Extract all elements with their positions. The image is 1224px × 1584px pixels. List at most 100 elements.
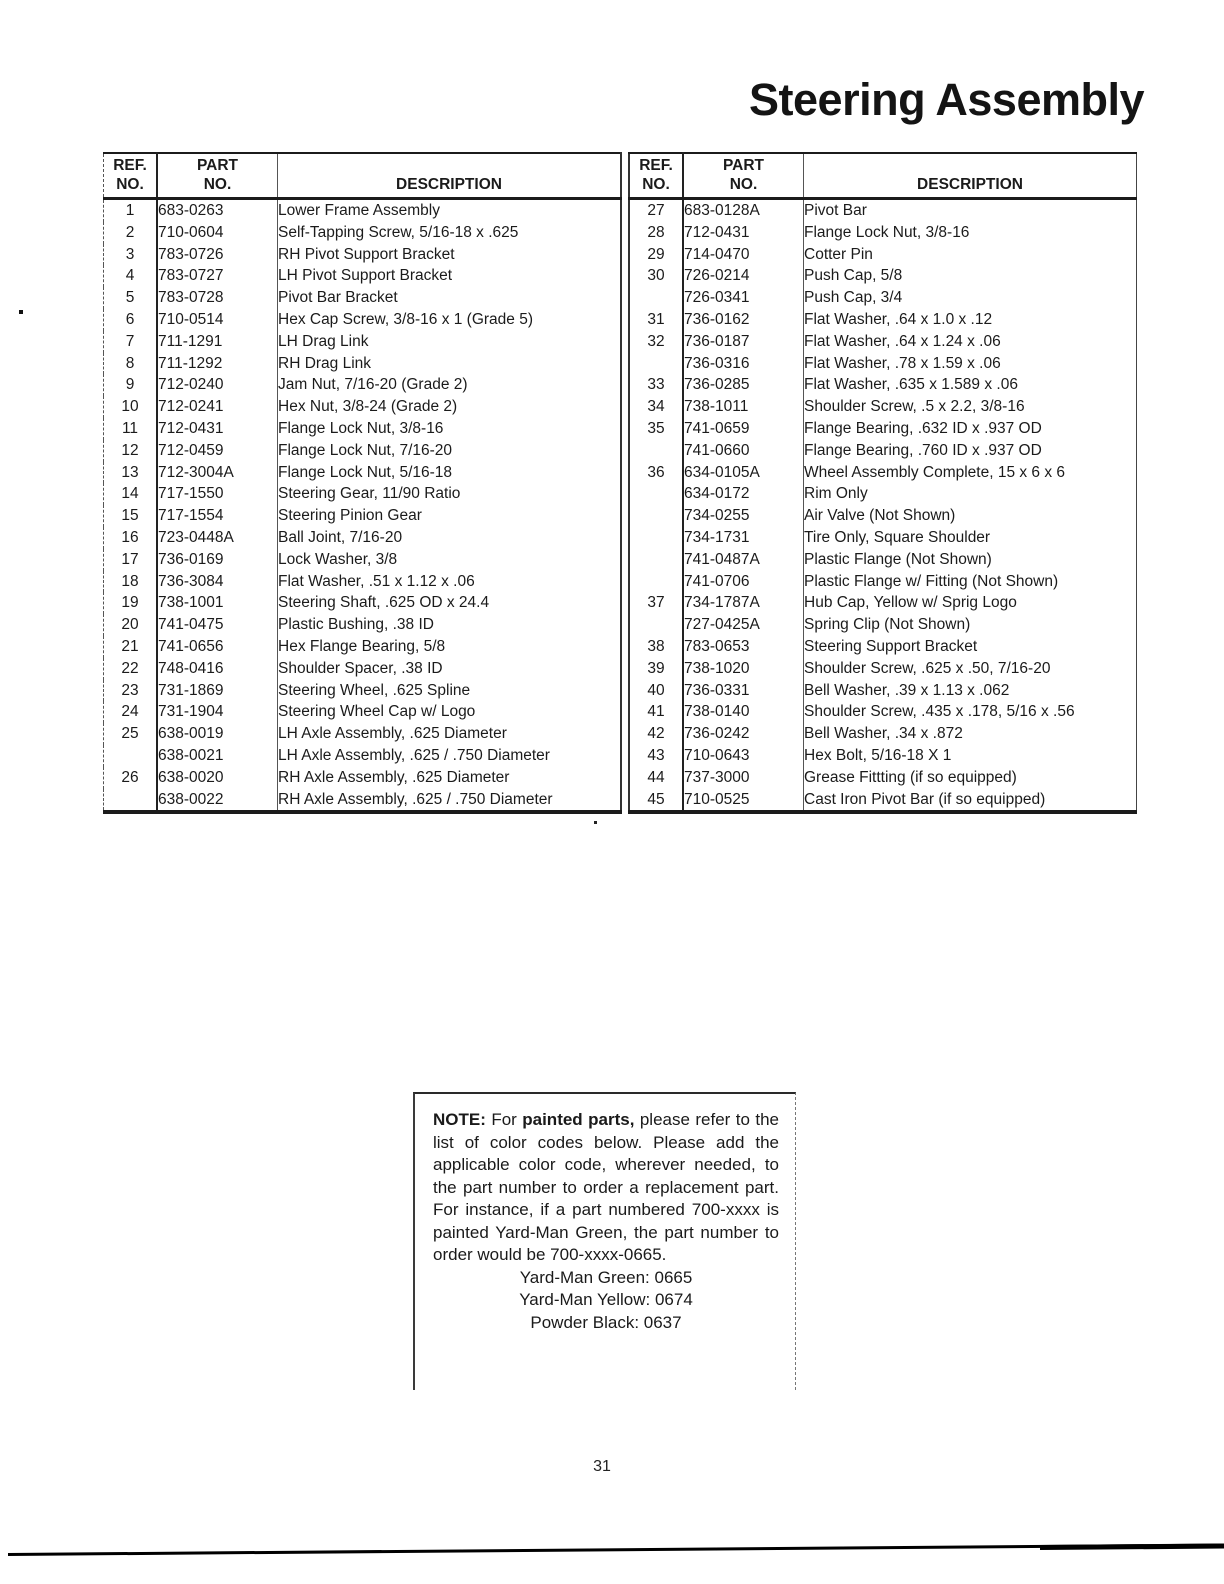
part-number-cell: 711-1292 [157,352,278,375]
table-row: 15 717-1554 Steering Pinion Gear [103,505,622,527]
ref-cell: 35 [629,417,684,440]
description-cell: LH Pivot Support Bracket [278,267,453,285]
table-row: 26 638-0020 RH Axle Assembly, .625 Diamete… [103,766,622,789]
description-cell: Plastic Bushing, .38 ID [278,616,434,634]
parts-tables: REF. NO. PART NO. DESCRIPTION 1 683-0263 L… [103,152,1137,815]
table-row: 634-0172 Rim Only [629,483,1137,506]
part-header-line2: NO. [203,176,232,193]
description-cell: Push Cap, 3/4 [804,289,903,307]
header-row: REF. NO. PART NO. DESCRIPTION [103,153,621,200]
description-cell: Lock Washer, 3/8 [278,550,398,568]
description-cell: Steering Wheel, .625 Spline [278,681,471,699]
description-cell: Jam Nut, 7/16-20 (Grade 2) [278,376,468,394]
ref-cell [629,439,684,462]
ref-cell [103,744,158,767]
description-cell: Hex Bolt, 5/16-18 X 1 [804,746,952,764]
ref-cell: 21 [103,635,158,658]
page-title: Steering Assembly [749,74,1144,125]
part-number-cell: 736-0187 [683,330,804,353]
table-row: 28 712-0431 Flange Lock Nut, 3/8-16 [629,221,1137,244]
description-cell: Steering Wheel Cap w/ Logo [278,703,476,721]
ref-cell: 19 [103,592,158,615]
description-cell: Hub Cap, Yellow w/ Sprig Logo [804,594,1017,612]
part-number-cell: 638-0019 [157,723,278,745]
ref-no-column-header: REF. NO. [629,153,684,200]
right-table-body: 27 683-0128A Pivot Bar 28 712-0431 Flange Loc… [629,198,1137,813]
description-cell: RH Pivot Support Bracket [278,245,455,263]
table-row: 726-0341 Push Cap, 3/4 [629,287,1137,309]
table-row: 23 731-1869 Steering Wheel, .625 Spline [103,679,622,702]
part-number-cell: 734-1787A [683,592,804,615]
part-number-cell: 731-1904 [157,701,278,724]
ref-cell: 5 [103,287,158,309]
ref-cell: 41 [629,701,684,724]
description-cell: Ball Joint, 7/16-20 [278,528,403,546]
note-label: NOTE: [433,1110,486,1129]
note-paragraph: NOTE: For painted parts, please refer to… [433,1109,779,1267]
ref-cell: 23 [103,679,158,702]
part-number-cell: 683-0128A [683,198,804,222]
ref-header-line2: NO. [116,176,144,193]
description-cell: RH Axle Assembly, .625 / .750 Diameter [278,790,553,808]
left-table-body: 1 683-0263 Lower Frame Assembly 2 710-0604 Se… [103,198,622,813]
ref-cell: 42 [629,723,684,745]
table-row: 19 738-1001 Steering Shaft, .625 OD x 24.4 [103,592,622,615]
part-number-cell: 736-0331 [683,679,804,702]
part-number-cell: 736-0162 [683,308,804,331]
description-cell: Steering Gear, 11/90 Ratio [278,485,461,503]
part-number-cell: 634-0105A [683,461,804,484]
table-row: 44 737-3000 Grease Fittting (if so equippe… [629,766,1137,789]
table-row: 37 734-1787A Hub Cap, Yellow w/ Sprig Logo [629,592,1137,615]
ref-cell [629,352,684,375]
left-table-header: REF. NO. PART NO. DESCRIPTION [103,153,621,200]
parts-table-right: REF. NO. PART NO. DESCRIPTION 27 683-0128… [628,152,1137,815]
table-row: 638-0021 LH Axle Assembly, .625 / .750 Di… [103,744,622,767]
part-number-cell: 783-0653 [683,635,804,658]
description-cell: Spring Clip (Not Shown) [804,616,971,634]
table-row: 45 710-0525 Cast Iron Pivot Bar (if so equ… [629,788,1137,813]
table-row: 3 783-0726 RH Pivot Support Bracket [103,243,622,266]
table-row: 6 710-0514 Hex Cap Screw, 3/8-16 x 1 (Grad… [103,308,622,331]
part-number-cell: 738-1001 [157,592,278,615]
description-cell: Grease Fittting (if so equipped) [804,768,1017,786]
part-number-cell: 723-0448A [157,526,278,549]
part-number-cell: 711-1291 [157,330,278,353]
part-number-cell: 712-3004A [157,461,278,484]
part-number-cell: 738-1011 [683,396,804,418]
color-code-black: Powder Black: 0637 [530,1312,682,1332]
description-cell: LH Axle Assembly, .625 / .750 Diameter [278,746,550,764]
ref-cell: 22 [103,657,158,680]
ref-cell: 31 [629,308,684,331]
table-row: 14 717-1550 Steering Gear, 11/90 Ratio [103,483,622,506]
ref-header-line2: NO. [642,176,670,193]
ref-cell: 44 [629,766,684,789]
ref-cell: 24 [103,701,158,724]
table-row: 33 736-0285 Flat Washer, .635 x 1.589 x .0… [629,374,1137,397]
ref-cell [629,526,684,549]
page-number: 31 [593,1458,611,1475]
description-cell: Steering Support Bracket [804,637,978,655]
part-header-line2: NO. [729,176,758,193]
part-number-cell: 712-0459 [157,439,278,462]
description-cell: Air Valve (Not Shown) [804,507,956,525]
description-column-header: DESCRIPTION [277,153,621,200]
description-cell: Flat Washer, .64 x 1.24 x .06 [804,332,1001,350]
ref-cell: 16 [103,526,158,549]
ref-cell: 37 [629,592,684,615]
ref-cell: 2 [103,221,158,244]
part-no-column-header: PART NO. [157,153,278,200]
part-number-cell: 736-0316 [683,352,804,375]
ref-header-line1: REF. [113,157,147,174]
desc-header-spacer [278,156,620,175]
description-cell: LH Axle Assembly, .625 Diameter [278,725,507,743]
description-cell: Hex Nut, 3/8-24 (Grade 2) [278,398,458,416]
part-number-cell: 712-0431 [683,221,804,244]
ref-cell: 1 [103,198,158,222]
ref-cell: 38 [629,635,684,658]
ref-cell: 43 [629,744,684,767]
ref-cell: 45 [629,788,684,813]
description-cell: Hex Flange Bearing, 5/8 [278,637,446,655]
ref-cell [629,505,684,527]
part-number-cell: 710-0514 [157,308,278,331]
